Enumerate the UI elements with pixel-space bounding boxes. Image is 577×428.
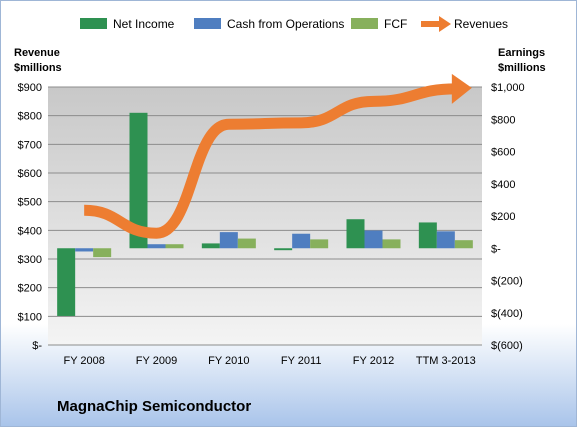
bar-cash-from-operations xyxy=(292,233,311,249)
left-axis-ticks: $- $100 $200 $300 $400 $500 $600 $700 $800 $900 xyxy=(18,82,43,352)
bar-net-income xyxy=(418,222,437,249)
gridlines xyxy=(48,86,482,346)
bar-fcf xyxy=(382,239,401,249)
left-tick-label: $100 xyxy=(18,311,42,323)
left-tick-label: $700 xyxy=(18,139,42,151)
right-axis-title-line2: $millions xyxy=(498,62,546,74)
bar-fcf xyxy=(454,240,473,249)
right-tick-label: $400 xyxy=(491,179,515,191)
left-tick-label: $200 xyxy=(18,283,42,295)
x-tick-label: FY 2010 xyxy=(208,355,249,367)
legend-label-fcf: FCF xyxy=(384,17,407,31)
left-tick-label: $300 xyxy=(18,254,42,266)
right-tick-label: $(600) xyxy=(491,340,523,352)
left-tick-label: $600 xyxy=(18,168,42,180)
company-name: MagnaChip Semiconductor xyxy=(57,398,252,415)
left-tick-label: $- xyxy=(32,340,42,352)
revenue-line-layer xyxy=(83,73,472,239)
left-tick-label: $800 xyxy=(18,111,42,123)
bar-cash-from-operations xyxy=(364,230,383,249)
x-tick-label: FY 2009 xyxy=(136,355,177,367)
bar-fcf xyxy=(310,239,329,249)
right-tick-label: $800 xyxy=(491,114,515,126)
x-tick-label: FY 2011 xyxy=(281,355,322,367)
bar-fcf xyxy=(93,248,112,258)
legend-swatch-fcf xyxy=(351,18,378,29)
x-tick-label: FY 2008 xyxy=(63,355,104,367)
x-tick-label: TTM 3-2013 xyxy=(416,355,476,367)
legend-label-cash-from-operations: Cash from Operations xyxy=(227,17,344,31)
legend-swatch-net-income xyxy=(80,18,107,29)
left-axis-title-line2: $millions xyxy=(14,62,62,74)
x-axis-ticks: FY 2008 FY 2009 FY 2010 FY 2011 FY 2012 TTM 3… xyxy=(63,355,475,367)
bar-fcf xyxy=(237,238,256,249)
right-tick-label: $- xyxy=(491,243,501,255)
series-arrowhead-revenues xyxy=(451,73,472,104)
right-tick-label: $(200) xyxy=(491,276,523,288)
left-axis-title-line1: Revenue xyxy=(14,47,60,59)
right-axis-title-line1: Earnings xyxy=(498,47,545,59)
bar-cash-from-operations xyxy=(75,248,94,252)
left-tick-label: $900 xyxy=(18,82,42,94)
legend-label-revenues: Revenues xyxy=(454,17,508,31)
series-line-revenues xyxy=(83,83,456,239)
legend-label-net-income: Net Income xyxy=(113,17,175,31)
right-tick-label: $600 xyxy=(491,147,515,159)
bar-net-income xyxy=(201,243,220,249)
bar-cash-from-operations xyxy=(219,232,238,249)
bar-net-income xyxy=(274,248,293,251)
right-tick-label: $200 xyxy=(491,211,515,223)
legend-swatch-cash-from-operations xyxy=(194,18,221,29)
bar-net-income xyxy=(129,112,148,249)
x-tick-label: FY 2012 xyxy=(353,355,394,367)
right-tick-label: $1,000 xyxy=(491,82,525,94)
bar-cash-from-operations xyxy=(436,231,455,249)
bar-fcf xyxy=(165,244,184,249)
bar-cash-from-operations xyxy=(147,244,166,249)
bars xyxy=(57,112,473,316)
right-axis-ticks: $(600) $(400) $(200) $- $200 $400 $600 $800 $1,0… xyxy=(491,82,525,352)
legend-arrowhead-revenues xyxy=(439,16,451,32)
bar-net-income xyxy=(346,219,365,249)
legend: Net Income Cash from Operations FCF Revenue… xyxy=(80,16,508,32)
left-tick-label: $500 xyxy=(18,197,42,209)
bar-net-income xyxy=(57,248,76,316)
left-tick-label: $400 xyxy=(18,225,42,237)
right-tick-label: $(400) xyxy=(491,308,523,320)
